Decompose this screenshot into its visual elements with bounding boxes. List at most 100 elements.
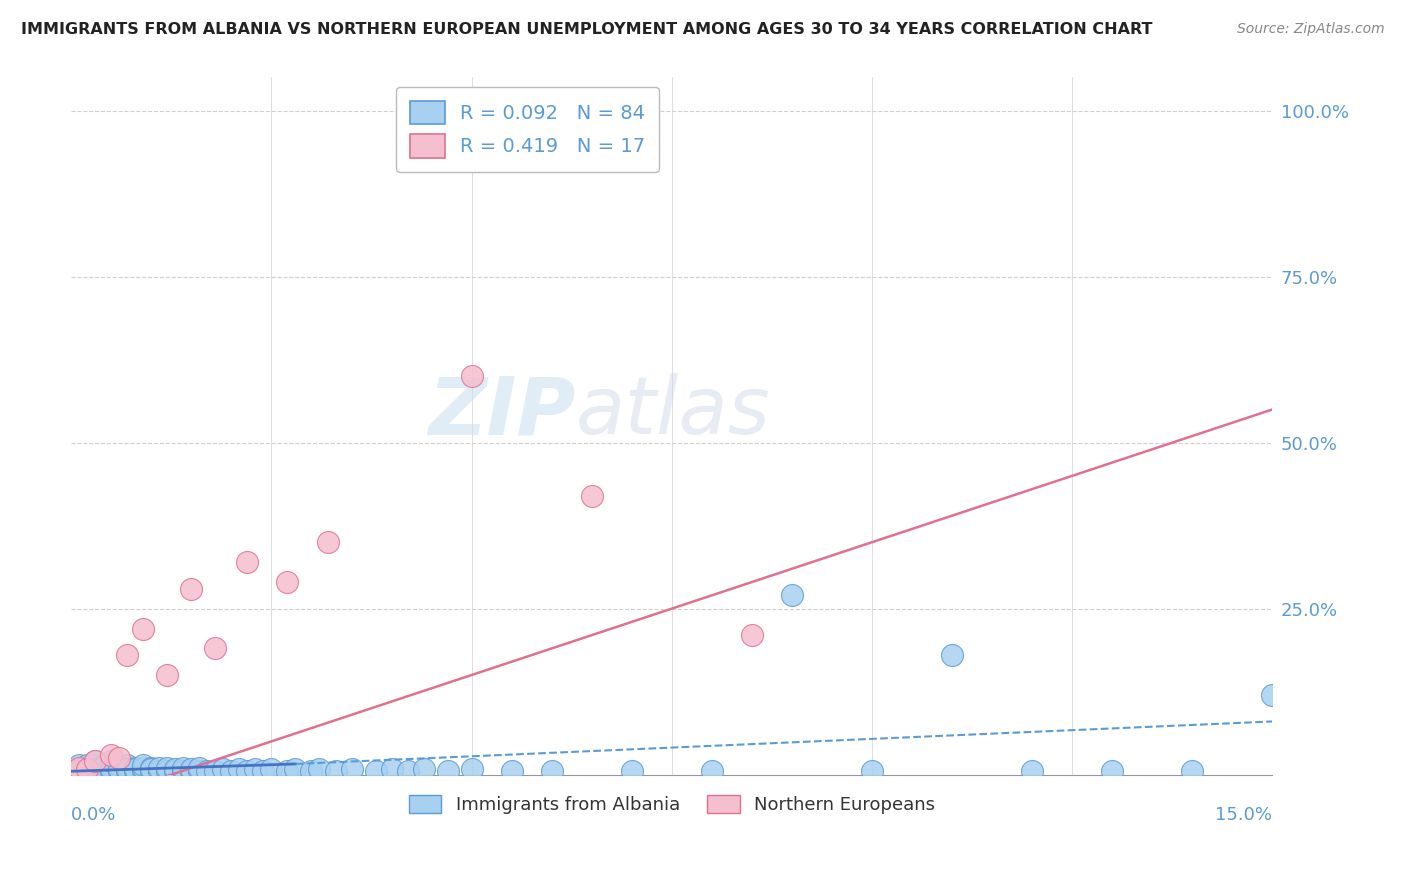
Point — [141, 761, 163, 775]
Point — [180, 764, 202, 779]
Point — [156, 764, 179, 779]
Point — [67, 761, 90, 775]
Text: ZIP: ZIP — [429, 373, 576, 451]
Point — [84, 754, 107, 768]
Point — [620, 764, 643, 779]
Point — [221, 764, 243, 779]
Point — [316, 535, 339, 549]
Point — [165, 762, 187, 776]
Point — [117, 648, 139, 662]
Point — [141, 764, 163, 779]
Point — [188, 761, 211, 775]
Point — [84, 764, 107, 779]
Point — [581, 489, 603, 503]
Point — [700, 764, 723, 779]
Point — [124, 764, 146, 779]
Point — [195, 764, 218, 779]
Point — [91, 762, 114, 776]
Point — [117, 761, 139, 775]
Point — [132, 761, 155, 775]
Point — [108, 762, 131, 776]
Point — [132, 764, 155, 779]
Point — [100, 764, 122, 779]
Point — [276, 575, 298, 590]
Legend: Immigrants from Albania, Northern Europeans: Immigrants from Albania, Northern Europe… — [402, 788, 942, 822]
Point — [1181, 764, 1204, 779]
Point — [396, 764, 419, 779]
Point — [100, 754, 122, 768]
Point — [204, 764, 226, 779]
Point — [108, 764, 131, 779]
Point — [91, 759, 114, 773]
Point — [252, 764, 274, 779]
Point — [132, 757, 155, 772]
Point — [228, 762, 250, 776]
Point — [501, 764, 523, 779]
Text: atlas: atlas — [576, 373, 770, 451]
Point — [301, 764, 323, 779]
Point — [124, 762, 146, 776]
Point — [148, 764, 170, 779]
Point — [381, 762, 404, 776]
Point — [340, 762, 363, 776]
Point — [1021, 764, 1043, 779]
Point — [100, 757, 122, 772]
Point — [276, 764, 298, 779]
Point — [172, 761, 194, 775]
Point — [212, 762, 235, 776]
Point — [84, 762, 107, 776]
Point — [76, 762, 98, 776]
Point — [148, 761, 170, 775]
Point — [260, 762, 283, 776]
Point — [65, 764, 87, 779]
Point — [76, 757, 98, 772]
Point — [1101, 764, 1123, 779]
Point — [156, 761, 179, 775]
Point — [941, 648, 963, 662]
Text: 15.0%: 15.0% — [1215, 806, 1272, 824]
Point — [741, 628, 763, 642]
Point — [156, 668, 179, 682]
Point — [100, 762, 122, 776]
Point — [108, 751, 131, 765]
Point — [65, 764, 87, 779]
Point — [132, 622, 155, 636]
Point — [436, 764, 458, 779]
Point — [460, 762, 482, 776]
Text: Source: ZipAtlas.com: Source: ZipAtlas.com — [1237, 22, 1385, 37]
Point — [860, 764, 883, 779]
Point — [117, 762, 139, 776]
Point — [67, 757, 90, 772]
Point — [172, 764, 194, 779]
Point — [165, 764, 187, 779]
Point — [204, 641, 226, 656]
Point — [100, 747, 122, 762]
Point — [84, 754, 107, 768]
Point — [91, 757, 114, 772]
Point — [117, 764, 139, 779]
Point — [76, 761, 98, 775]
Point — [124, 761, 146, 775]
Point — [308, 762, 330, 776]
Point — [1261, 688, 1284, 702]
Point — [67, 764, 90, 779]
Point — [236, 764, 259, 779]
Point — [100, 761, 122, 775]
Point — [412, 762, 434, 776]
Point — [117, 757, 139, 772]
Point — [108, 757, 131, 772]
Point — [76, 762, 98, 776]
Point — [91, 764, 114, 779]
Point — [67, 761, 90, 775]
Text: 0.0%: 0.0% — [72, 806, 117, 824]
Point — [460, 369, 482, 384]
Point — [91, 761, 114, 775]
Point — [780, 588, 803, 602]
Point — [364, 764, 387, 779]
Point — [188, 764, 211, 779]
Point — [325, 764, 347, 779]
Point — [236, 555, 259, 569]
Point — [141, 762, 163, 776]
Point — [540, 764, 562, 779]
Point — [180, 762, 202, 776]
